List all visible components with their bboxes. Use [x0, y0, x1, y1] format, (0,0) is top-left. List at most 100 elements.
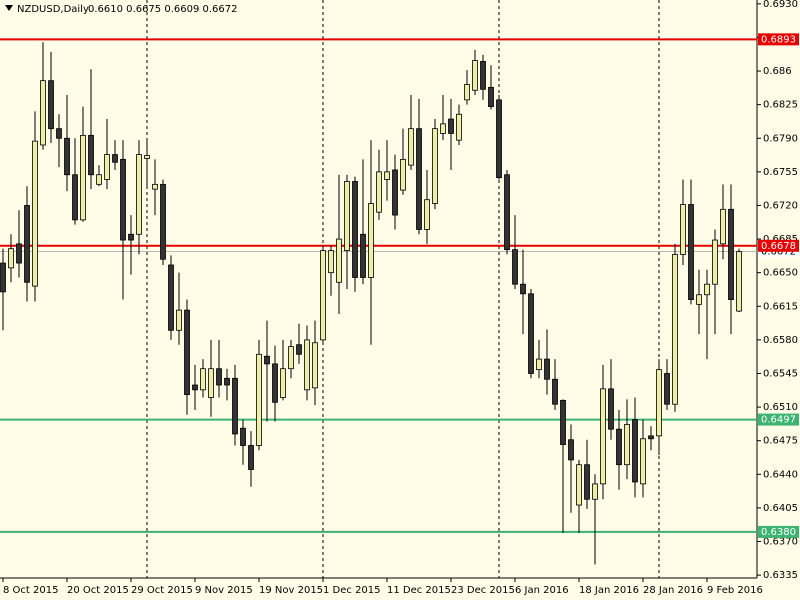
- y-tick-label: 0.6475: [763, 436, 798, 447]
- y-tick-label: 0.6335: [763, 570, 798, 581]
- candle-body: [88, 134, 94, 176]
- y-tick-label: 0.686: [763, 66, 792, 77]
- candle-body: [360, 233, 366, 278]
- candle-body: [640, 438, 646, 485]
- candle-body: [136, 154, 142, 235]
- candle-body: [584, 464, 590, 500]
- candle-body: [560, 399, 566, 445]
- candle-body: [296, 344, 302, 355]
- candle-body: [688, 204, 694, 300]
- candle-body: [512, 249, 518, 285]
- candle-body: [608, 388, 614, 430]
- candle-body: [176, 309, 182, 331]
- y-tick-label: 0.6440: [763, 469, 798, 480]
- level-label-box: [758, 33, 799, 46]
- x-tick-label: 1 Dec 2015: [323, 585, 381, 596]
- candle-body: [200, 368, 206, 391]
- y-tick-label: 0.6545: [763, 368, 798, 379]
- candle-body: [472, 60, 478, 91]
- menu-arrow[interactable]: [5, 5, 13, 11]
- x-tick-label: 29 Oct 2015: [131, 585, 193, 596]
- candle-body: [400, 158, 406, 191]
- level-label: 0.6497: [761, 415, 796, 426]
- candle-body: [16, 243, 22, 264]
- candle-body: [48, 80, 54, 130]
- x-tick-label: 19 Nov 2015: [259, 585, 323, 596]
- level-label: 0.6893: [761, 34, 796, 45]
- candle-body: [376, 171, 382, 213]
- candle-body: [80, 134, 86, 221]
- x-tick-label: 6 Jan 2016: [515, 585, 569, 596]
- candle-body: [144, 155, 150, 159]
- candle-body: [600, 388, 606, 485]
- y-tick-label: 0.6580: [763, 335, 798, 346]
- candle-body: [320, 250, 326, 341]
- candle-body: [440, 123, 446, 134]
- chart-title: NZDUSD,Daily: [17, 4, 89, 15]
- candle-body: [496, 99, 502, 179]
- candle-body: [216, 368, 222, 386]
- y-tick-label: 0.6405: [763, 503, 798, 514]
- candle-body: [0, 262, 6, 293]
- x-tick-label: 18 Jan 2016: [579, 585, 639, 596]
- candle-body: [664, 373, 670, 405]
- x-tick-label: 28 Jan 2016: [643, 585, 703, 596]
- candle-body: [64, 137, 70, 176]
- candle-body: [312, 342, 318, 389]
- x-tick-label: 9 Nov 2015: [195, 585, 253, 596]
- candle-body: [528, 293, 534, 374]
- candle-body: [672, 254, 678, 405]
- candle-body: [160, 183, 166, 260]
- y-tick-label: 0.6930: [763, 0, 798, 10]
- candle-body: [464, 84, 470, 101]
- candle-body: [288, 346, 294, 370]
- candle-body: [424, 199, 430, 230]
- level-label: 0.6678: [761, 241, 796, 252]
- candle-body: [32, 140, 38, 287]
- candle-body: [248, 445, 254, 470]
- candle-body: [240, 427, 246, 446]
- candle-body: [624, 423, 630, 466]
- candle-body: [192, 384, 198, 391]
- candle-body: [720, 208, 726, 245]
- candle-body: [552, 378, 558, 405]
- candle-body: [632, 419, 638, 483]
- candle-body: [152, 183, 158, 190]
- level-label-box: [758, 525, 799, 538]
- y-tick-label: 0.6790: [763, 133, 798, 144]
- candle-body: [448, 118, 454, 134]
- candle-body: [576, 464, 582, 506]
- candle-body: [456, 113, 462, 141]
- candle-body: [704, 283, 710, 296]
- y-tick-label: 0.6755: [763, 167, 798, 178]
- candle-body: [280, 368, 286, 398]
- candle-body: [488, 86, 494, 107]
- candle-body: [128, 233, 134, 241]
- candle-body: [648, 435, 654, 440]
- candle-body: [520, 283, 526, 295]
- candle-body: [368, 203, 374, 278]
- candle-body: [592, 483, 598, 500]
- candle-body: [104, 154, 110, 180]
- candle-body: [264, 355, 270, 365]
- candle-body: [184, 309, 190, 396]
- candle-body: [304, 339, 310, 391]
- candle-body: [480, 61, 486, 90]
- candle-body: [736, 251, 742, 312]
- candle-body: [208, 368, 214, 398]
- candle-body: [56, 128, 62, 139]
- candle-body: [408, 128, 414, 166]
- candle-body: [24, 205, 30, 283]
- y-tick-label: 0.6825: [763, 100, 798, 111]
- level-label-box: [758, 413, 799, 426]
- candle-body: [352, 181, 358, 278]
- y-tick-label: 0.6650: [763, 268, 798, 279]
- candle-body: [384, 171, 390, 180]
- candle-body: [336, 238, 342, 283]
- x-tick-label: 9 Feb 2016: [707, 585, 763, 596]
- current-price-label: 0.6672: [761, 247, 796, 258]
- candle-body: [656, 369, 662, 437]
- candle-body: [328, 250, 334, 274]
- candle-body: [504, 174, 510, 251]
- candle-body: [696, 294, 702, 305]
